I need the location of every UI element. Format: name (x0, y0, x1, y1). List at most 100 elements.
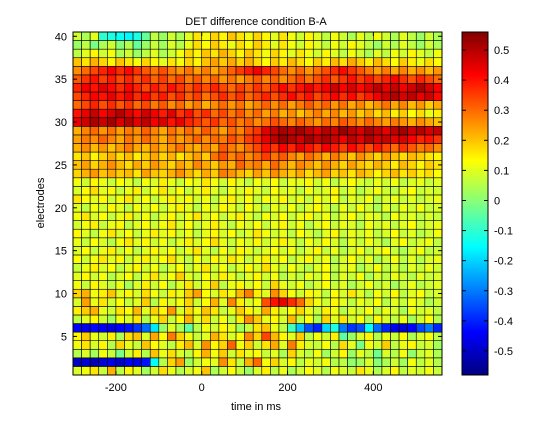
heatmap-cell (124, 211, 134, 221)
heatmap-cell (390, 228, 400, 239)
heatmap-cell (81, 194, 91, 204)
heatmap-cell (210, 143, 220, 153)
heatmap-cell (278, 74, 288, 84)
heatmap-cell (89, 126, 100, 136)
heatmap-cell (218, 160, 228, 170)
heatmap-cell (252, 66, 263, 76)
heatmap-cell (407, 366, 417, 376)
heatmap-cell (338, 31, 348, 41)
heatmap-cell (424, 134, 434, 144)
heatmap-cell (270, 143, 280, 153)
heatmap-cell (330, 357, 340, 367)
heatmap-cell (287, 31, 297, 41)
heatmap-cell (244, 263, 254, 273)
heatmap-cell (398, 340, 408, 350)
y-tick-label: 30 (55, 117, 67, 129)
heatmap-cell (175, 31, 185, 41)
heatmap-cell (433, 297, 443, 307)
heatmap-cell (381, 40, 391, 50)
heatmap-cell (98, 331, 108, 342)
heatmap-cell (72, 323, 82, 333)
heatmap-cell (261, 143, 271, 153)
heatmap-cell (81, 228, 91, 239)
heatmap-cell (364, 91, 374, 101)
heatmap-cell (107, 220, 117, 230)
heatmap-cell (167, 280, 177, 290)
heatmap-cell (364, 348, 374, 359)
heatmap-cell (407, 246, 417, 256)
heatmap-cell (184, 168, 194, 179)
heatmap-cell (72, 48, 82, 59)
heatmap-cell (424, 211, 434, 221)
heatmap-cell (81, 168, 91, 179)
heatmap-cell (167, 211, 177, 221)
heatmap-cell (347, 83, 357, 93)
heatmap-cell (107, 271, 117, 281)
heatmap-cell (270, 31, 280, 41)
heatmap-cell (175, 160, 185, 170)
heatmap-cell (312, 211, 323, 221)
heatmap-cell (167, 100, 177, 110)
heatmap-cell (278, 263, 288, 273)
heatmap-cell (201, 134, 211, 144)
heatmap-cell (158, 323, 168, 333)
heatmap-cell (210, 134, 220, 144)
heatmap-cell (321, 108, 331, 119)
heatmap-cell (132, 117, 142, 127)
heatmap-cell (81, 48, 91, 59)
heatmap-cell (338, 83, 348, 93)
heatmap-cell (124, 203, 134, 213)
heatmap-cell (124, 288, 134, 299)
heatmap-cell (235, 40, 245, 50)
heatmap-cell (287, 168, 297, 179)
heatmap-cell (98, 254, 108, 264)
heatmap-cell (295, 108, 305, 119)
heatmap-cell (415, 177, 426, 187)
heatmap-cell (381, 211, 391, 221)
heatmap-cell (149, 66, 160, 76)
heatmap-cell (295, 83, 305, 93)
heatmap-cell (287, 254, 297, 264)
heatmap-cell (81, 271, 91, 281)
heatmap-cell (330, 108, 340, 119)
heatmap-cell (373, 271, 383, 281)
heatmap-cell (192, 40, 203, 50)
heatmap-cell (304, 91, 314, 101)
heatmap-cell (107, 211, 117, 221)
heatmap-cell (347, 306, 357, 316)
x-axis-label: time in ms (231, 401, 282, 413)
heatmap-cell (407, 228, 417, 239)
heatmap-cell (347, 57, 357, 67)
heatmap-cell (261, 220, 271, 230)
heatmap-cell (89, 186, 100, 196)
heatmap-cell (364, 177, 374, 187)
heatmap-cell (355, 83, 366, 93)
heatmap-cell (98, 246, 108, 256)
heatmap-cell (381, 203, 391, 213)
heatmap-cell (115, 57, 125, 67)
heatmap-cell (390, 31, 400, 41)
heatmap-cell (304, 280, 314, 290)
heatmap-cell (210, 126, 220, 136)
heatmap-cell (355, 331, 366, 342)
heatmap-cell (330, 306, 340, 316)
heatmap-cell (390, 288, 400, 299)
heatmap-cell (244, 74, 254, 84)
heatmap-cell (124, 306, 134, 316)
heatmap-cell (244, 357, 254, 367)
heatmap-cell (415, 220, 426, 230)
heatmap-cell (184, 306, 194, 316)
heatmap-cell (364, 160, 374, 170)
heatmap-cell (338, 160, 348, 170)
heatmap-cell (158, 151, 168, 161)
heatmap-cell (355, 134, 366, 144)
heatmap-cell (270, 83, 280, 93)
heatmap-cell (398, 228, 408, 239)
x-tick-label: 200 (278, 382, 296, 394)
heatmap-cell (347, 91, 357, 101)
heatmap-cell (81, 143, 91, 153)
heatmap-cell (192, 254, 203, 264)
heatmap-cell (210, 151, 220, 161)
colorbar-ticks: 0.50.40.30.20.10-0.1-0.2-0.3-0.4-0.5 (462, 45, 513, 358)
heatmap-cell (98, 366, 108, 376)
